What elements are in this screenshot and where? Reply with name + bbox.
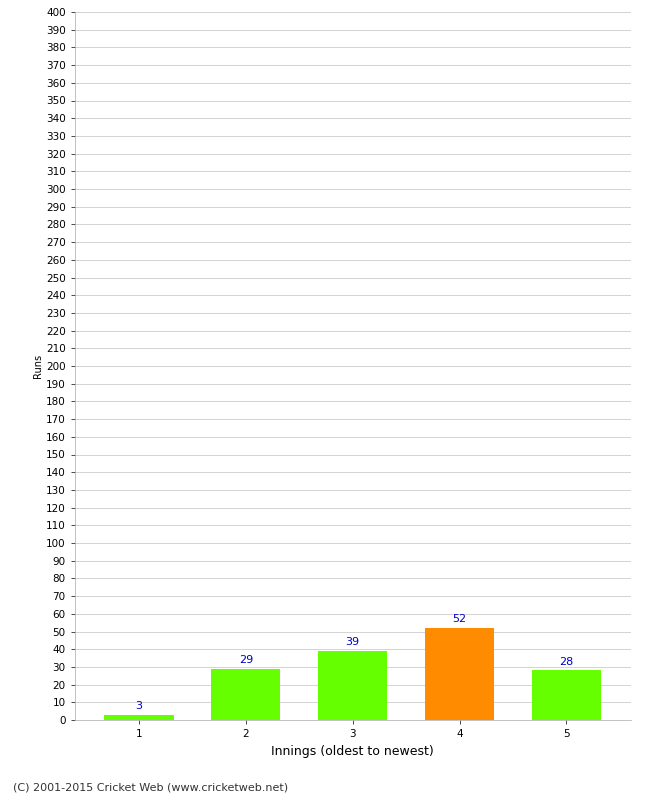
Text: (C) 2001-2015 Cricket Web (www.cricketweb.net): (C) 2001-2015 Cricket Web (www.cricketwe… [13,782,288,792]
Text: 39: 39 [346,638,359,647]
Bar [211,669,281,720]
Bar [424,628,494,720]
Bar [318,651,387,720]
Text: 29: 29 [239,655,253,665]
Y-axis label: Runs: Runs [33,354,43,378]
Bar [104,714,174,720]
Text: 28: 28 [559,657,573,667]
Text: 3: 3 [135,701,142,711]
Text: 52: 52 [452,614,467,625]
Bar [532,670,601,720]
X-axis label: Innings (oldest to newest): Innings (oldest to newest) [271,745,434,758]
